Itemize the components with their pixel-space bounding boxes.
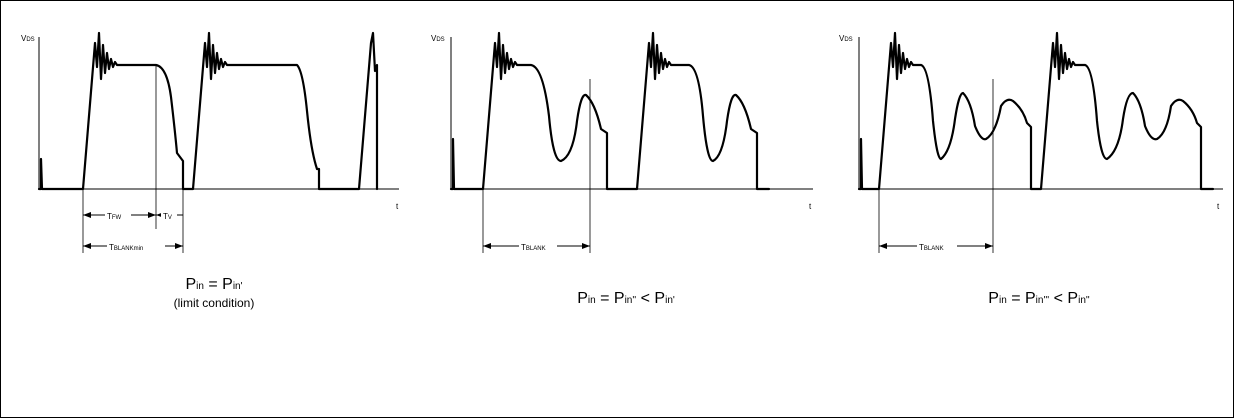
tfw-arrow-right [148, 212, 156, 218]
axes [858, 37, 1223, 190]
tblankmin-arrow-left [83, 243, 91, 249]
vds-axis-label: VDS [839, 34, 853, 43]
tfw-arrow-left [83, 212, 91, 218]
tblankmin-label: TBLANKmin [109, 243, 143, 252]
tv-label: TV [163, 212, 172, 221]
panel-limit-condition: VDS t TFW TV TBLANKmin Pin = Pin' (limit… [21, 31, 399, 310]
caption-note: (limit condition) [174, 296, 255, 310]
caption-equation: Pin = Pin''' < Pin'' [988, 290, 1089, 307]
tblank-arrow-right [985, 243, 993, 249]
tblank-arrow-left [879, 243, 887, 249]
time-axis-label: t [1217, 202, 1220, 211]
vds-waveform [857, 31, 1215, 191]
caption-equation: Pin = Pin' [185, 276, 242, 293]
vds-waveform [37, 31, 379, 191]
caption-equation: Pin = Pin'' < Pin' [577, 290, 675, 307]
time-axis-label: t [396, 202, 399, 211]
tblankmin-arrow-right [175, 243, 183, 249]
panel-reduced-power: VDS t TBLANK Pin = Pin'' < Pin' [431, 31, 813, 307]
tblank-arrow-left [483, 243, 491, 249]
vds-axis-label: VDS [21, 34, 35, 43]
vds-axis-label: VDS [431, 34, 445, 43]
tblank-label: TBLANK [919, 243, 944, 252]
time-axis-label: t [809, 202, 812, 211]
tblank-arrow-right [582, 243, 590, 249]
panel-further-reduced-power: VDS t TBLANK Pin = Pin''' < Pin'' [839, 31, 1223, 307]
tblank-label: TBLANK [521, 243, 546, 252]
vds-waveform [449, 31, 771, 191]
tfw-label: TFW [107, 212, 122, 221]
